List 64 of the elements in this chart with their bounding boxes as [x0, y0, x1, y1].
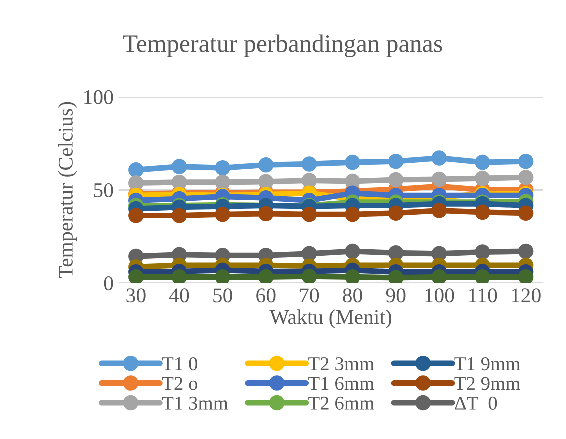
- y-axis-title: Temperatur (Celcius): [58, 102, 78, 278]
- point: [475, 270, 490, 284]
- point: [475, 204, 490, 220]
- x-tick-label: 100: [426, 288, 454, 303]
- legend-label: T2 3mm: [308, 358, 374, 371]
- point: [518, 170, 534, 186]
- point: [172, 159, 188, 174]
- point: [518, 270, 534, 284]
- legend-label: T1 6mm: [308, 377, 374, 390]
- y-tick-label: 0: [104, 276, 114, 291]
- point: [258, 206, 274, 222]
- point: [345, 244, 360, 260]
- legend-label: T1 9mm: [454, 358, 521, 371]
- point: [518, 154, 534, 170]
- point: [518, 206, 534, 221]
- point: [302, 207, 318, 222]
- point: [128, 208, 144, 224]
- x-axis-title: Waktu (Menit): [270, 310, 392, 329]
- point: [128, 270, 144, 284]
- y-tick-label: 50: [94, 183, 114, 198]
- y-tick-label: 100: [84, 90, 114, 104]
- point: [258, 158, 274, 173]
- point: [172, 208, 188, 224]
- point: [215, 174, 230, 190]
- x-tick-label: 80: [343, 288, 362, 303]
- point: [388, 172, 404, 188]
- point: [258, 270, 274, 284]
- point: [172, 270, 188, 284]
- point: [302, 269, 318, 284]
- point: [475, 170, 490, 186]
- point: [215, 207, 230, 222]
- x-tick-label: 50: [214, 288, 232, 303]
- point: [345, 270, 360, 284]
- legend-label: T2 6mm: [308, 396, 374, 410]
- point: [302, 156, 318, 172]
- x-tick-label: 90: [386, 288, 406, 303]
- x-tick-label: 30: [126, 288, 146, 303]
- chart-title: Temperatur perbandingan panas: [123, 34, 442, 58]
- point: [432, 172, 448, 188]
- x-tick-label: 120: [512, 288, 541, 303]
- point: [345, 154, 360, 170]
- point: [388, 154, 404, 170]
- legend-label: T1 3mm: [162, 396, 228, 410]
- point: [128, 162, 144, 178]
- legend-label: T1 0: [162, 357, 198, 371]
- point: [215, 160, 230, 176]
- point: [432, 270, 448, 284]
- x-tick-label: 110: [469, 288, 498, 303]
- point: [432, 203, 448, 218]
- point: [302, 173, 318, 188]
- point: [475, 154, 490, 170]
- point: [518, 244, 534, 260]
- point: [215, 270, 230, 284]
- x-tick-label: 60: [256, 288, 276, 303]
- point: [345, 207, 360, 222]
- legend-label: T2 9mm: [454, 377, 521, 390]
- point: [258, 174, 274, 190]
- legend-label: T2 o: [162, 377, 198, 390]
- legend-label: ΔT 0: [455, 396, 498, 410]
- x-tick-label: 70: [300, 288, 320, 303]
- point: [388, 206, 404, 221]
- point: [432, 150, 448, 166]
- x-tick-label: 40: [169, 288, 190, 303]
- point: [475, 244, 490, 260]
